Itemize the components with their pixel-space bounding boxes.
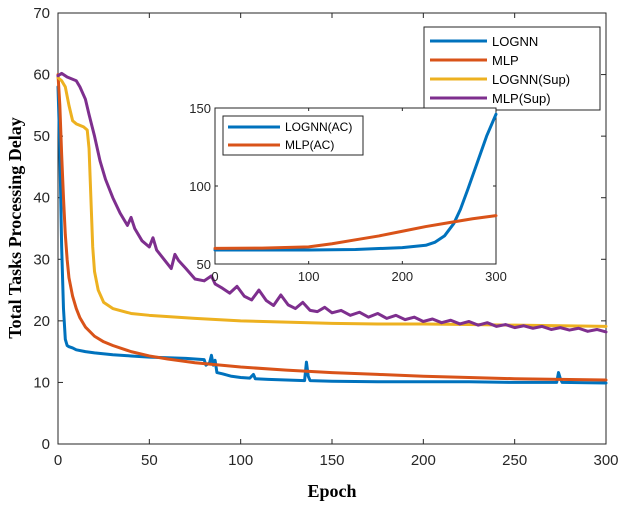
main-y-tick-label: 60 bbox=[33, 67, 50, 84]
inset-x-tick-label: 200 bbox=[391, 269, 413, 284]
inset-series-line-mlp-ac bbox=[213, 214, 498, 250]
legend-label-mlp: MLP bbox=[492, 53, 519, 68]
inset-x-tick-label: 0 bbox=[211, 269, 218, 284]
main-y-tick-label: 10 bbox=[33, 374, 50, 391]
main-series-line-lognn bbox=[56, 85, 608, 385]
main-series-line-mlp-sup bbox=[56, 71, 608, 334]
inset-axis-ticks: 0 100 200 300 50 100 150 bbox=[189, 101, 507, 284]
main-x-tick-label: 200 bbox=[411, 452, 436, 469]
inset-series-line-lognn-ac bbox=[213, 112, 498, 252]
inset-y-tick-label: 150 bbox=[189, 101, 211, 116]
main-legend: LOGNN MLP LOGNN(Sup) MLP(Sup) bbox=[423, 26, 601, 111]
inset-legend-label-lognn-ac: LOGNN(AC) bbox=[285, 120, 352, 134]
main-y-tick-label: 70 bbox=[33, 5, 50, 22]
inset-legend: LOGNN(AC) MLP(AC) bbox=[222, 115, 364, 156]
inset-legend-label-mlp-ac: MLP(AC) bbox=[285, 138, 334, 152]
main-y-tick-label: 40 bbox=[33, 190, 50, 207]
main-y-tick-label: 20 bbox=[33, 313, 50, 330]
main-series-group bbox=[56, 71, 608, 385]
legend-label-lognn: LOGNN bbox=[492, 34, 538, 49]
main-x-tick-label: 300 bbox=[593, 452, 618, 469]
inset-chart: 0 100 200 300 50 100 150 LOGNN(AC) MLP(AC) bbox=[189, 101, 507, 284]
main-y-tick-label: 50 bbox=[33, 128, 50, 145]
legend-label-lognn-sup: LOGNN(Sup) bbox=[492, 72, 570, 87]
main-x-tick-label: 0 bbox=[54, 452, 62, 469]
main-series-line-lognn-sup bbox=[56, 76, 608, 328]
inset-x-tick-label: 300 bbox=[485, 269, 507, 284]
y-axis-label: Total Tasks Processing Delay bbox=[5, 117, 25, 339]
main-series-line-mlp bbox=[56, 73, 608, 382]
inset-legend-box bbox=[222, 115, 364, 156]
main-y-tick-label: 0 bbox=[42, 436, 50, 453]
main-x-tick-label: 50 bbox=[141, 452, 158, 469]
x-axis-label: Epoch bbox=[307, 481, 356, 501]
main-x-tick-label: 150 bbox=[319, 452, 344, 469]
main-x-tick-label: 100 bbox=[228, 452, 253, 469]
inset-y-tick-label: 100 bbox=[189, 179, 211, 194]
legend-label-mlp-sup: MLP(Sup) bbox=[492, 91, 551, 106]
inset-y-tick-label: 50 bbox=[197, 257, 211, 272]
inset-series-group bbox=[213, 112, 498, 252]
inset-x-tick-label: 100 bbox=[298, 269, 320, 284]
main-y-tick-label: 30 bbox=[33, 251, 50, 268]
main-x-tick-label: 250 bbox=[502, 452, 527, 469]
